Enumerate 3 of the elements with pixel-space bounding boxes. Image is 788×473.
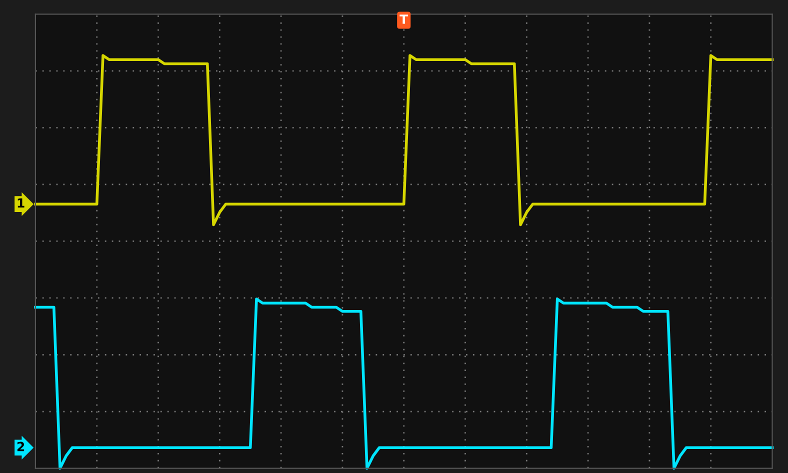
text: T bbox=[400, 14, 408, 24]
series-label: 1 bbox=[18, 198, 24, 208]
text: 2 bbox=[17, 442, 24, 452]
